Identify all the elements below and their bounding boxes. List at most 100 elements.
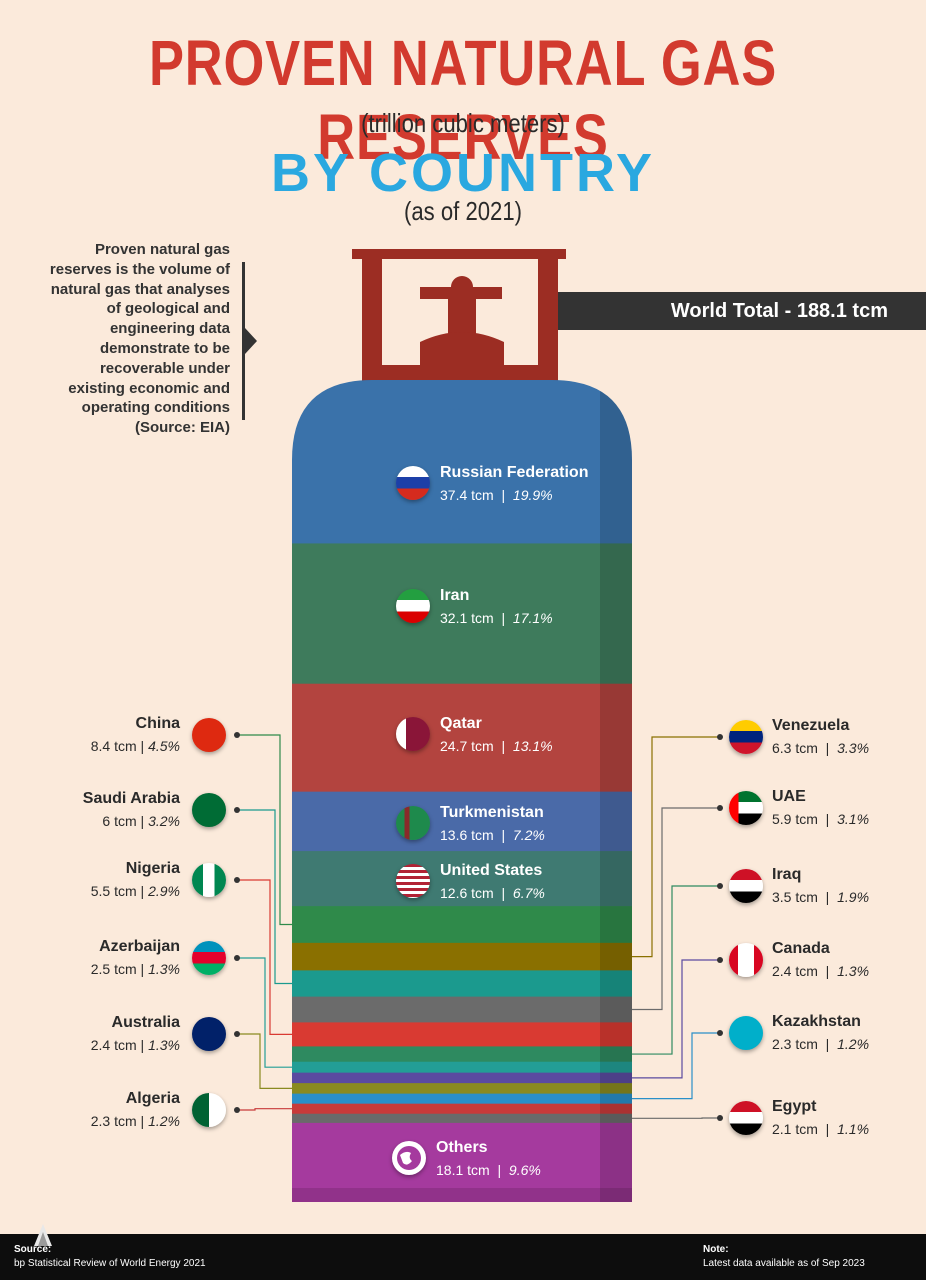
- azerbaijan-flag-icon: [192, 941, 226, 975]
- country-name: Kazakhstan: [772, 1013, 861, 1030]
- country-name: Azerbaijan: [99, 938, 180, 955]
- leader-dot: [717, 805, 723, 811]
- footer: Source: bp Statistical Review of World E…: [0, 1234, 926, 1280]
- inside-label-turkmenistan: Turkmenistan 13.6 tcm | 7.2%: [440, 804, 545, 843]
- source-text: bp Statistical Review of World Energy 20…: [14, 1258, 206, 1269]
- band-shade: [600, 683, 632, 793]
- leader-line: [237, 1108, 292, 1111]
- country-name: Algeria: [125, 1090, 180, 1107]
- country-value: 18.1 tcm | 9.6%: [436, 1162, 541, 1178]
- country-value: 12.6 tcm | 6.7%: [440, 885, 545, 901]
- note-label: Note:: [703, 1244, 729, 1255]
- band-nigeria: [292, 1022, 632, 1047]
- country-value: 3.5 tcm | 1.9%: [772, 889, 870, 905]
- band-turkmenistan: [292, 791, 632, 852]
- band-shade: [600, 1113, 632, 1124]
- band-shade: [600, 791, 632, 852]
- band-canada: [292, 1072, 632, 1084]
- band-shade: [600, 1072, 632, 1084]
- band-uae: [292, 996, 632, 1023]
- band-saudi-arabia: [292, 970, 632, 998]
- canada-flag-icon: [729, 943, 763, 977]
- australia-flag-icon: [192, 1017, 226, 1051]
- inside-label-iran: Iran 32.1 tcm | 17.1%: [440, 587, 553, 626]
- side-label-uae: UAE 5.9 tcm | 3.1%: [772, 788, 912, 827]
- leader-line: [237, 879, 292, 1036]
- band-russian-federation: [292, 380, 632, 544]
- inside-label-russian-federation: Russian Federation 37.4 tcm | 19.9%: [440, 464, 588, 503]
- leader-dot: [717, 1115, 723, 1121]
- band-shade: [600, 1061, 632, 1074]
- country-name: Iraq: [772, 866, 802, 883]
- valve-left-post: [362, 249, 382, 381]
- valve-neck: [420, 332, 504, 368]
- nigeria-flag-icon: [192, 863, 226, 897]
- gas-cylinder-chart: [234, 249, 723, 1202]
- valve-top-bar: [352, 249, 566, 259]
- turkmenistan-flag-icon: [396, 806, 430, 840]
- leader-dot: [717, 1030, 723, 1036]
- side-label-azerbaijan: Azerbaijan 2.5 tcm | 1.3%: [10, 938, 180, 977]
- country-name: Iran: [440, 587, 470, 604]
- country-name: Canada: [772, 940, 830, 957]
- country-name: United States: [440, 862, 543, 879]
- band-shade: [600, 1083, 632, 1095]
- cylinder-bottom-rim: [292, 1188, 632, 1202]
- country-name: UAE: [772, 788, 806, 805]
- world-total-banner: World Total - 188.1 tcm: [558, 292, 926, 330]
- band-kazakhstan: [292, 1093, 632, 1105]
- country-value: 2.5 tcm | 1.3%: [90, 961, 180, 977]
- country-name: Turkmenistan: [440, 804, 544, 821]
- leader-dot: [717, 957, 723, 963]
- side-label-kazakhstan: Kazakhstan 2.3 tcm | 1.2%: [772, 1013, 912, 1052]
- band-shade: [600, 1046, 632, 1063]
- band-iraq: [292, 1046, 632, 1063]
- country-name: Saudi Arabia: [82, 790, 180, 807]
- country-value: 6.3 tcm | 3.3%: [772, 740, 870, 756]
- inside-label-others: Others 18.1 tcm | 9.6%: [436, 1139, 541, 1178]
- band-shade: [600, 1103, 632, 1115]
- cylinder-valve: [352, 249, 566, 385]
- band-china: [292, 906, 632, 944]
- valve-right-post: [538, 249, 558, 381]
- band-shade: [600, 543, 632, 685]
- side-label-venezuela: Venezuela 6.3 tcm | 3.3%: [772, 717, 912, 756]
- egypt-flag-icon: [729, 1101, 763, 1135]
- side-label-iraq: Iraq 3.5 tcm | 1.9%: [772, 866, 912, 905]
- country-value: 37.4 tcm | 19.9%: [440, 487, 553, 503]
- band-shade: [600, 851, 632, 907]
- band-venezuela: [292, 942, 632, 971]
- band-shade: [600, 906, 632, 944]
- band-algeria: [292, 1103, 632, 1115]
- band-shade: [600, 380, 632, 544]
- publisher-logo-icon: [34, 1224, 52, 1246]
- inside-label-qatar: Qatar 24.7 tcm | 13.1%: [440, 715, 553, 754]
- leader-line: [237, 734, 292, 926]
- leader-dot: [234, 955, 240, 961]
- cylinder-bands: [292, 380, 632, 1202]
- leader-dot: [234, 1107, 240, 1113]
- country-name: Venezuela: [772, 717, 850, 734]
- uae-flag-icon: [729, 791, 763, 825]
- valve-stem: [448, 299, 476, 335]
- country-name: Russian Federation: [440, 464, 589, 481]
- band-others: [292, 1122, 632, 1202]
- band-shade: [600, 996, 632, 1023]
- leader-dot: [234, 1031, 240, 1037]
- united-states-flag-icon: [396, 864, 430, 898]
- side-label-china: China 8.4 tcm | 4.5%: [10, 715, 180, 754]
- others-flag-icon: [392, 1141, 426, 1175]
- qatar-flag-icon: [396, 717, 430, 751]
- leader-line: [632, 959, 720, 1079]
- iran-flag-icon: [396, 589, 430, 623]
- side-label-saudi-arabia: Saudi Arabia 6 tcm | 3.2%: [10, 790, 180, 829]
- page-subtitle: BY COUNTRY: [270, 143, 656, 203]
- country-value: 2.3 tcm | 1.2%: [90, 1113, 180, 1129]
- unit-label: (trillion cubic meters): [361, 108, 565, 138]
- side-label-canada: Canada 2.4 tcm | 1.3%: [772, 940, 912, 979]
- side-label-algeria: Algeria 2.3 tcm | 1.2%: [10, 1090, 180, 1129]
- definition-arrow-icon: [245, 328, 257, 354]
- band-shade: [600, 1122, 632, 1202]
- country-value: 6 tcm | 3.2%: [102, 813, 180, 829]
- band-australia: [292, 1083, 632, 1095]
